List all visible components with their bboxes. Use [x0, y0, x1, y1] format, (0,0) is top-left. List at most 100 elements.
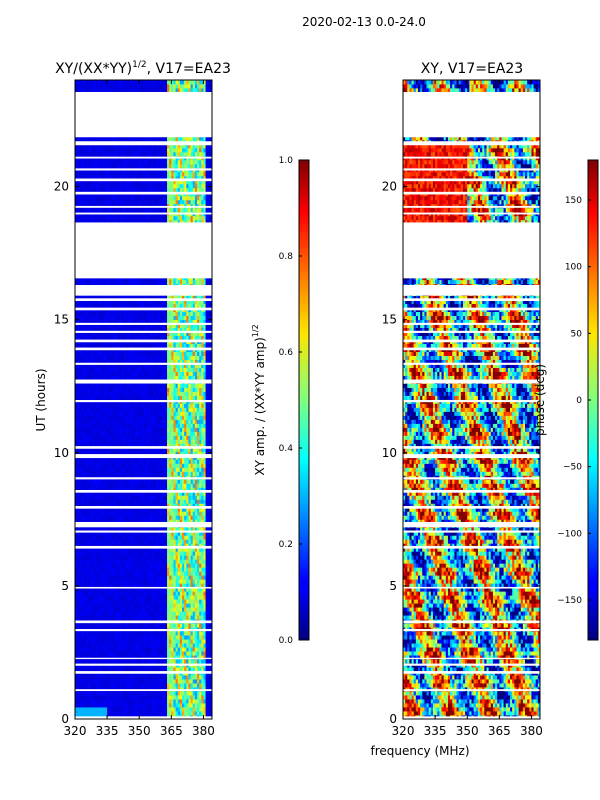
heatmap-cell — [124, 639, 127, 644]
heatmap-cell — [149, 571, 153, 576]
heatmap-cell — [160, 711, 164, 716]
heatmap-cell — [137, 691, 140, 696]
heatmap-cell — [98, 695, 102, 700]
heatmap-cell — [134, 675, 138, 680]
heatmap-cell — [77, 675, 80, 680]
heatmap-cell — [177, 595, 181, 600]
heatmap-cell — [182, 647, 185, 652]
heatmap-cell — [132, 599, 136, 604]
heatmap-cell — [207, 691, 211, 696]
heatmap-cell — [158, 707, 162, 712]
heatmap-cell — [175, 599, 179, 604]
heatmap-cell — [98, 635, 102, 640]
heatmap-cell — [132, 647, 136, 652]
heatmap-cell — [199, 579, 202, 584]
heatmap-cell — [169, 675, 172, 680]
heatmap-cell — [173, 555, 177, 560]
heatmap-cell — [167, 707, 170, 712]
heatmap-cell — [199, 667, 202, 672]
heatmap-cell — [117, 695, 121, 700]
heatmap-cell — [186, 699, 189, 704]
heatmap-cell — [152, 639, 155, 644]
heatmap-cell — [75, 607, 78, 612]
heatmap-cell — [83, 575, 87, 580]
heatmap-cell — [182, 599, 185, 604]
heatmap-cell — [199, 647, 202, 652]
heatmap-cell — [199, 599, 202, 604]
heatmap-cell — [126, 675, 129, 680]
heatmap-cell — [175, 635, 179, 640]
heatmap-cell — [109, 583, 112, 588]
heatmap-cell — [209, 699, 213, 704]
heatmap-cell — [209, 655, 213, 660]
heatmap-cell — [102, 659, 106, 664]
heatmap-cell — [145, 699, 149, 704]
heatmap-cell — [188, 595, 191, 600]
heatmap-cell — [162, 679, 166, 684]
heatmap-cell — [182, 651, 185, 656]
heatmap-cell — [122, 611, 125, 616]
heatmap-cell — [126, 575, 129, 580]
heatmap-cell — [104, 583, 108, 588]
heatmap-cell — [184, 695, 187, 700]
heatmap-cell — [137, 595, 140, 600]
heatmap-cell — [169, 707, 172, 712]
heatmap-cell — [201, 631, 204, 636]
heatmap-cell — [77, 679, 80, 684]
heatmap-cell — [94, 659, 97, 664]
heatmap-cell — [160, 591, 164, 596]
heatmap-cell — [81, 711, 84, 716]
heatmap-cell — [102, 635, 106, 640]
heatmap-cell — [205, 615, 209, 620]
heatmap-cell — [160, 595, 164, 600]
heatmap-cell — [203, 591, 206, 596]
heatmap-cell — [179, 711, 183, 716]
heatmap-cell — [117, 691, 121, 696]
heatmap-cell — [171, 659, 174, 664]
heatmap-cell — [124, 623, 127, 628]
heatmap-cell — [186, 575, 189, 580]
heatmap-cell — [79, 639, 82, 644]
heatmap-cell — [171, 603, 174, 608]
heatmap-cell — [79, 655, 82, 660]
heatmap-cell — [167, 655, 170, 660]
heatmap-cell — [139, 691, 142, 696]
heatmap-cell — [126, 555, 129, 560]
heatmap-cell — [111, 655, 114, 660]
heatmap-cell — [173, 711, 177, 716]
heatmap-cell — [152, 555, 155, 560]
heatmap-cell — [154, 595, 157, 600]
heatmap-cell — [190, 707, 194, 712]
heatmap-cell — [92, 691, 95, 696]
heatmap-cell — [115, 667, 119, 672]
heatmap-cell — [94, 575, 97, 580]
heatmap-cell — [107, 655, 110, 660]
heatmap-cell — [201, 683, 204, 688]
heatmap-cell — [199, 679, 202, 684]
heatmap-cell — [94, 579, 97, 584]
heatmap-cell — [177, 607, 181, 612]
heatmap-cell — [79, 643, 82, 648]
heatmap-cell — [143, 591, 147, 596]
heatmap-cell — [141, 575, 144, 580]
heatmap-cell — [77, 711, 80, 716]
heatmap-cell — [186, 603, 189, 608]
heatmap-cell — [128, 659, 132, 664]
heatmap-cell — [192, 611, 196, 616]
heatmap-cell — [115, 591, 119, 596]
heatmap-cell — [104, 651, 108, 656]
heatmap-cell — [128, 615, 132, 620]
heatmap-cell — [107, 603, 110, 608]
heatmap-cell — [186, 695, 189, 700]
heatmap-cell — [96, 695, 99, 700]
heatmap-cell — [126, 695, 129, 700]
heatmap-cell — [145, 695, 149, 700]
heatmap-cell — [96, 683, 99, 688]
heatmap-cell — [104, 695, 108, 700]
heatmap-cell — [119, 711, 123, 716]
heatmap-cell — [107, 559, 110, 564]
heatmap-cell — [98, 611, 102, 616]
heatmap-cell — [164, 691, 168, 696]
heatmap-cell — [160, 647, 164, 652]
